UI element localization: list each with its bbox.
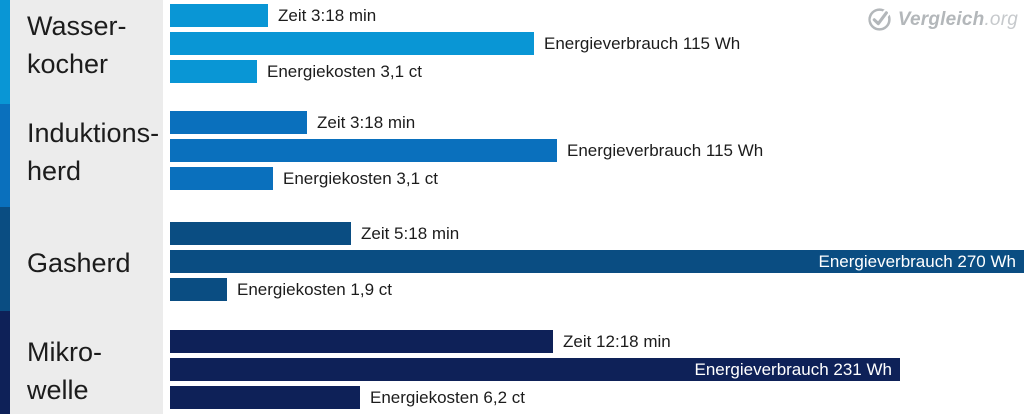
vergleich-logo: Vergleich.org bbox=[867, 7, 1018, 32]
category-label-line: Gasherd bbox=[27, 248, 131, 278]
bar-label-gasherd-energieverbrauch: Energieverbrauch 270 Wh bbox=[818, 252, 1016, 271]
bar-gasherd-energieverbrauch: Energieverbrauch 270 Wh bbox=[170, 250, 1024, 273]
category-label-column bbox=[10, 0, 163, 414]
strip-segment-wasserkocher bbox=[0, 0, 10, 104]
bar-mikrowelle-energiekosten bbox=[170, 386, 360, 409]
bar-label-mikrowelle-energieverbrauch: Energieverbrauch 231 Wh bbox=[694, 360, 892, 379]
logo-brand: Vergleich bbox=[897, 8, 985, 30]
bar-label-wasserkocher-energiekosten: Energiekosten 3,1 ct bbox=[267, 62, 422, 81]
bar-wasserkocher-energiekosten bbox=[170, 60, 257, 83]
bar-label-induktionsherd-energiekosten: Energiekosten 3,1 ct bbox=[283, 169, 438, 188]
category-label-induktionsherd: Induktions-herd bbox=[27, 114, 159, 190]
category-label-wasserkocher: Wasser-kocher bbox=[27, 7, 127, 83]
bar-label-induktionsherd-energieverbrauch: Energieverbrauch 115 Wh bbox=[567, 141, 764, 160]
category-color-strip bbox=[0, 0, 10, 414]
logo-text: Vergleich.org bbox=[898, 9, 1018, 31]
bar-mikrowelle-energieverbrauch: Energieverbrauch 231 Wh bbox=[170, 358, 900, 381]
bar-wasserkocher-energieverbrauch bbox=[170, 32, 534, 55]
bar-induktionsherd-energiekosten bbox=[170, 167, 273, 190]
strip-segment-mikrowelle bbox=[0, 310, 10, 414]
category-label-mikrowelle: Mikro-welle bbox=[27, 333, 102, 409]
bar-mikrowelle-zeit bbox=[170, 330, 553, 353]
bar-label-wasserkocher-zeit: Zeit 3:18 min bbox=[278, 6, 377, 25]
category-label-line: herd bbox=[27, 156, 82, 186]
bar-label-mikrowelle-zeit: Zeit 12:18 min bbox=[563, 332, 671, 351]
category-label-gasherd: Gasherd bbox=[27, 244, 131, 282]
strip-segment-induktionsherd bbox=[0, 103, 10, 207]
checkmark-circle-icon bbox=[868, 8, 891, 31]
category-label-line: Mikro- bbox=[27, 337, 102, 367]
bar-label-gasherd-energiekosten: Energiekosten 1,9 ct bbox=[237, 280, 392, 299]
strip-segment-gasherd bbox=[0, 207, 10, 311]
bar-induktionsherd-zeit bbox=[170, 111, 307, 134]
logo-suffix: .org bbox=[984, 8, 1018, 30]
category-label-line: welle bbox=[27, 375, 89, 405]
bar-wasserkocher-zeit bbox=[170, 4, 268, 27]
bar-induktionsherd-energieverbrauch bbox=[170, 139, 557, 162]
bar-label-wasserkocher-energieverbrauch: Energieverbrauch 115 Wh bbox=[544, 34, 741, 53]
bar-label-mikrowelle-energiekosten: Energiekosten 6,2 ct bbox=[370, 388, 525, 407]
category-label-line: Induktions- bbox=[27, 118, 160, 148]
category-label-line: Wasser- bbox=[27, 11, 127, 41]
bar-label-induktionsherd-zeit: Zeit 3:18 min bbox=[317, 113, 416, 132]
bar-gasherd-zeit bbox=[170, 222, 351, 245]
bar-label-gasherd-zeit: Zeit 5:18 min bbox=[361, 224, 460, 243]
bar-gasherd-energiekosten bbox=[170, 278, 227, 301]
category-label-line: kocher bbox=[27, 49, 109, 79]
